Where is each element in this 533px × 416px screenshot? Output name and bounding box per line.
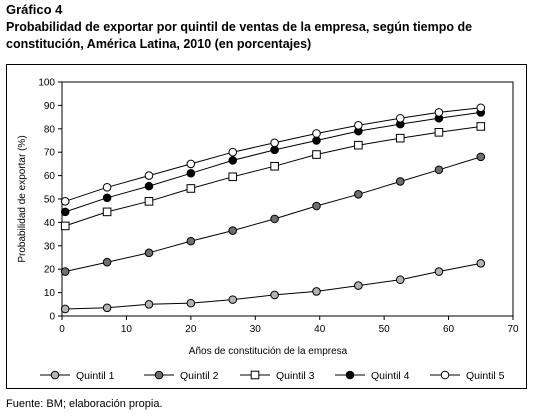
quintil-5-point — [102, 183, 112, 192]
x-axis-label: Años de constitución de la empresa — [189, 346, 348, 357]
x-tick-label: 50 — [379, 324, 391, 335]
axis-ticks: 0 10 20 30 40 50 60 70 80 90 100 0 10 20 30 40 50 60 70 — [38, 78, 519, 336]
y-tick-label: 0 — [49, 312, 55, 323]
series-lines — [65, 107, 481, 310]
quintil-4-point — [228, 156, 238, 165]
quintil-1-line — [65, 262, 481, 310]
quintil-3-point — [312, 150, 321, 159]
quintil-1-point — [186, 298, 196, 308]
quintil-5-point — [354, 120, 363, 130]
y-tick-label: 40 — [44, 218, 56, 229]
quintil-3-point — [354, 140, 363, 150]
quintil-1-point — [395, 275, 405, 285]
quintil-3-point — [186, 184, 196, 193]
x-tick-label: 70 — [507, 324, 519, 335]
quintil-5-point — [144, 171, 154, 180]
legend-label-quintil-5: Quintil 5 — [466, 370, 505, 382]
quintil-5-point — [270, 138, 279, 148]
quintil-2-point — [476, 152, 486, 162]
y-tick-label: 80 — [44, 124, 56, 135]
figure-title: Probabilidad de exportar por quintil de … — [6, 20, 473, 51]
quintil-2-point — [354, 190, 363, 199]
chart-legend: Quintil 1 Quintil 2 Quintil 3 Quintil 4 Quin… — [40, 370, 505, 382]
y-tick-label: 60 — [44, 171, 56, 182]
figure-label: Gráfico 4 — [6, 2, 63, 17]
y-tick-label: 70 — [44, 148, 56, 159]
legend-swatch-quintil-3 — [250, 370, 260, 380]
quintil-5-point — [228, 147, 238, 157]
y-axis-label: Probabilidad de exportar (%) — [17, 135, 28, 262]
quintil-2-point — [60, 267, 70, 276]
legend-swatch-quintil-5 — [440, 370, 450, 380]
quintil-4-point — [60, 207, 70, 217]
series-markers — [60, 103, 486, 314]
quintil-4-point — [270, 145, 279, 155]
legend-label-quintil-3: Quintil 3 — [276, 370, 315, 382]
y-tick-label: 90 — [44, 101, 56, 112]
quintil-4-point — [312, 136, 321, 145]
quintil-3-point — [270, 161, 279, 171]
quintil-2-point — [102, 257, 112, 267]
quintil-1-point — [476, 259, 486, 268]
quintil-3-point — [395, 133, 405, 143]
x-tick-label: 10 — [121, 324, 133, 335]
quintil-3-point — [102, 207, 112, 217]
quintil-2-point — [395, 177, 405, 186]
quintil-4-point — [186, 168, 196, 178]
quintil-1-point — [312, 287, 321, 296]
legend-swatch-quintil-2 — [154, 370, 164, 380]
y-tick-label: 20 — [44, 265, 56, 276]
x-tick-label: 20 — [185, 324, 197, 335]
x-tick-label: 30 — [250, 324, 262, 335]
quintil-1-point — [270, 290, 279, 300]
quintil-1-point — [144, 300, 154, 309]
quintil-4-point — [102, 193, 112, 203]
legend-label-quintil-1: Quintil 1 — [76, 370, 115, 382]
x-tick-label: 60 — [443, 324, 455, 335]
y-tick-label: 50 — [44, 195, 56, 206]
quintil-5-point — [186, 159, 196, 169]
quintil-4-point — [144, 181, 154, 191]
quintil-3-point — [434, 128, 444, 137]
quintil-3-point — [144, 197, 154, 206]
legend-swatch-quintil-1 — [50, 370, 60, 380]
legend-label-quintil-4: Quintil 4 — [371, 370, 410, 382]
legend-swatch-quintil-4 — [345, 370, 355, 380]
quintil-1-point — [434, 267, 444, 276]
quintil-2-point — [434, 165, 444, 175]
quintil-3-point — [60, 221, 70, 231]
x-tick-label: 40 — [314, 324, 326, 335]
quintil-3-point — [476, 122, 486, 131]
y-tick-label: 100 — [38, 78, 55, 89]
x-tick-label: 0 — [59, 324, 65, 335]
quintil-1-point — [354, 281, 363, 290]
y-tick-label: 30 — [44, 241, 56, 252]
quintil-5-point — [395, 113, 405, 123]
quintil-2-point — [144, 248, 154, 258]
quintil-1-point — [228, 295, 238, 304]
quintil-3-point — [228, 172, 238, 182]
quintil-5-point — [434, 108, 444, 117]
quintil-5-point — [312, 129, 321, 138]
quintil-1-point — [60, 304, 70, 314]
source-note: Fuente: BM; elaboración propia. — [6, 398, 163, 410]
quintil-5-point — [476, 103, 486, 113]
quintil-2-point — [312, 201, 321, 211]
quintil-5-point — [60, 197, 70, 206]
y-tick-label: 10 — [44, 288, 56, 299]
legend-label-quintil-2: Quintil 2 — [180, 370, 219, 382]
quintil-2-point — [270, 214, 279, 224]
chart-frame — [6, 64, 527, 389]
quintil-2-line — [65, 156, 481, 272]
quintil-2-point — [186, 236, 196, 246]
quintil-1-point — [102, 303, 112, 313]
quintil-2-point — [228, 226, 238, 235]
